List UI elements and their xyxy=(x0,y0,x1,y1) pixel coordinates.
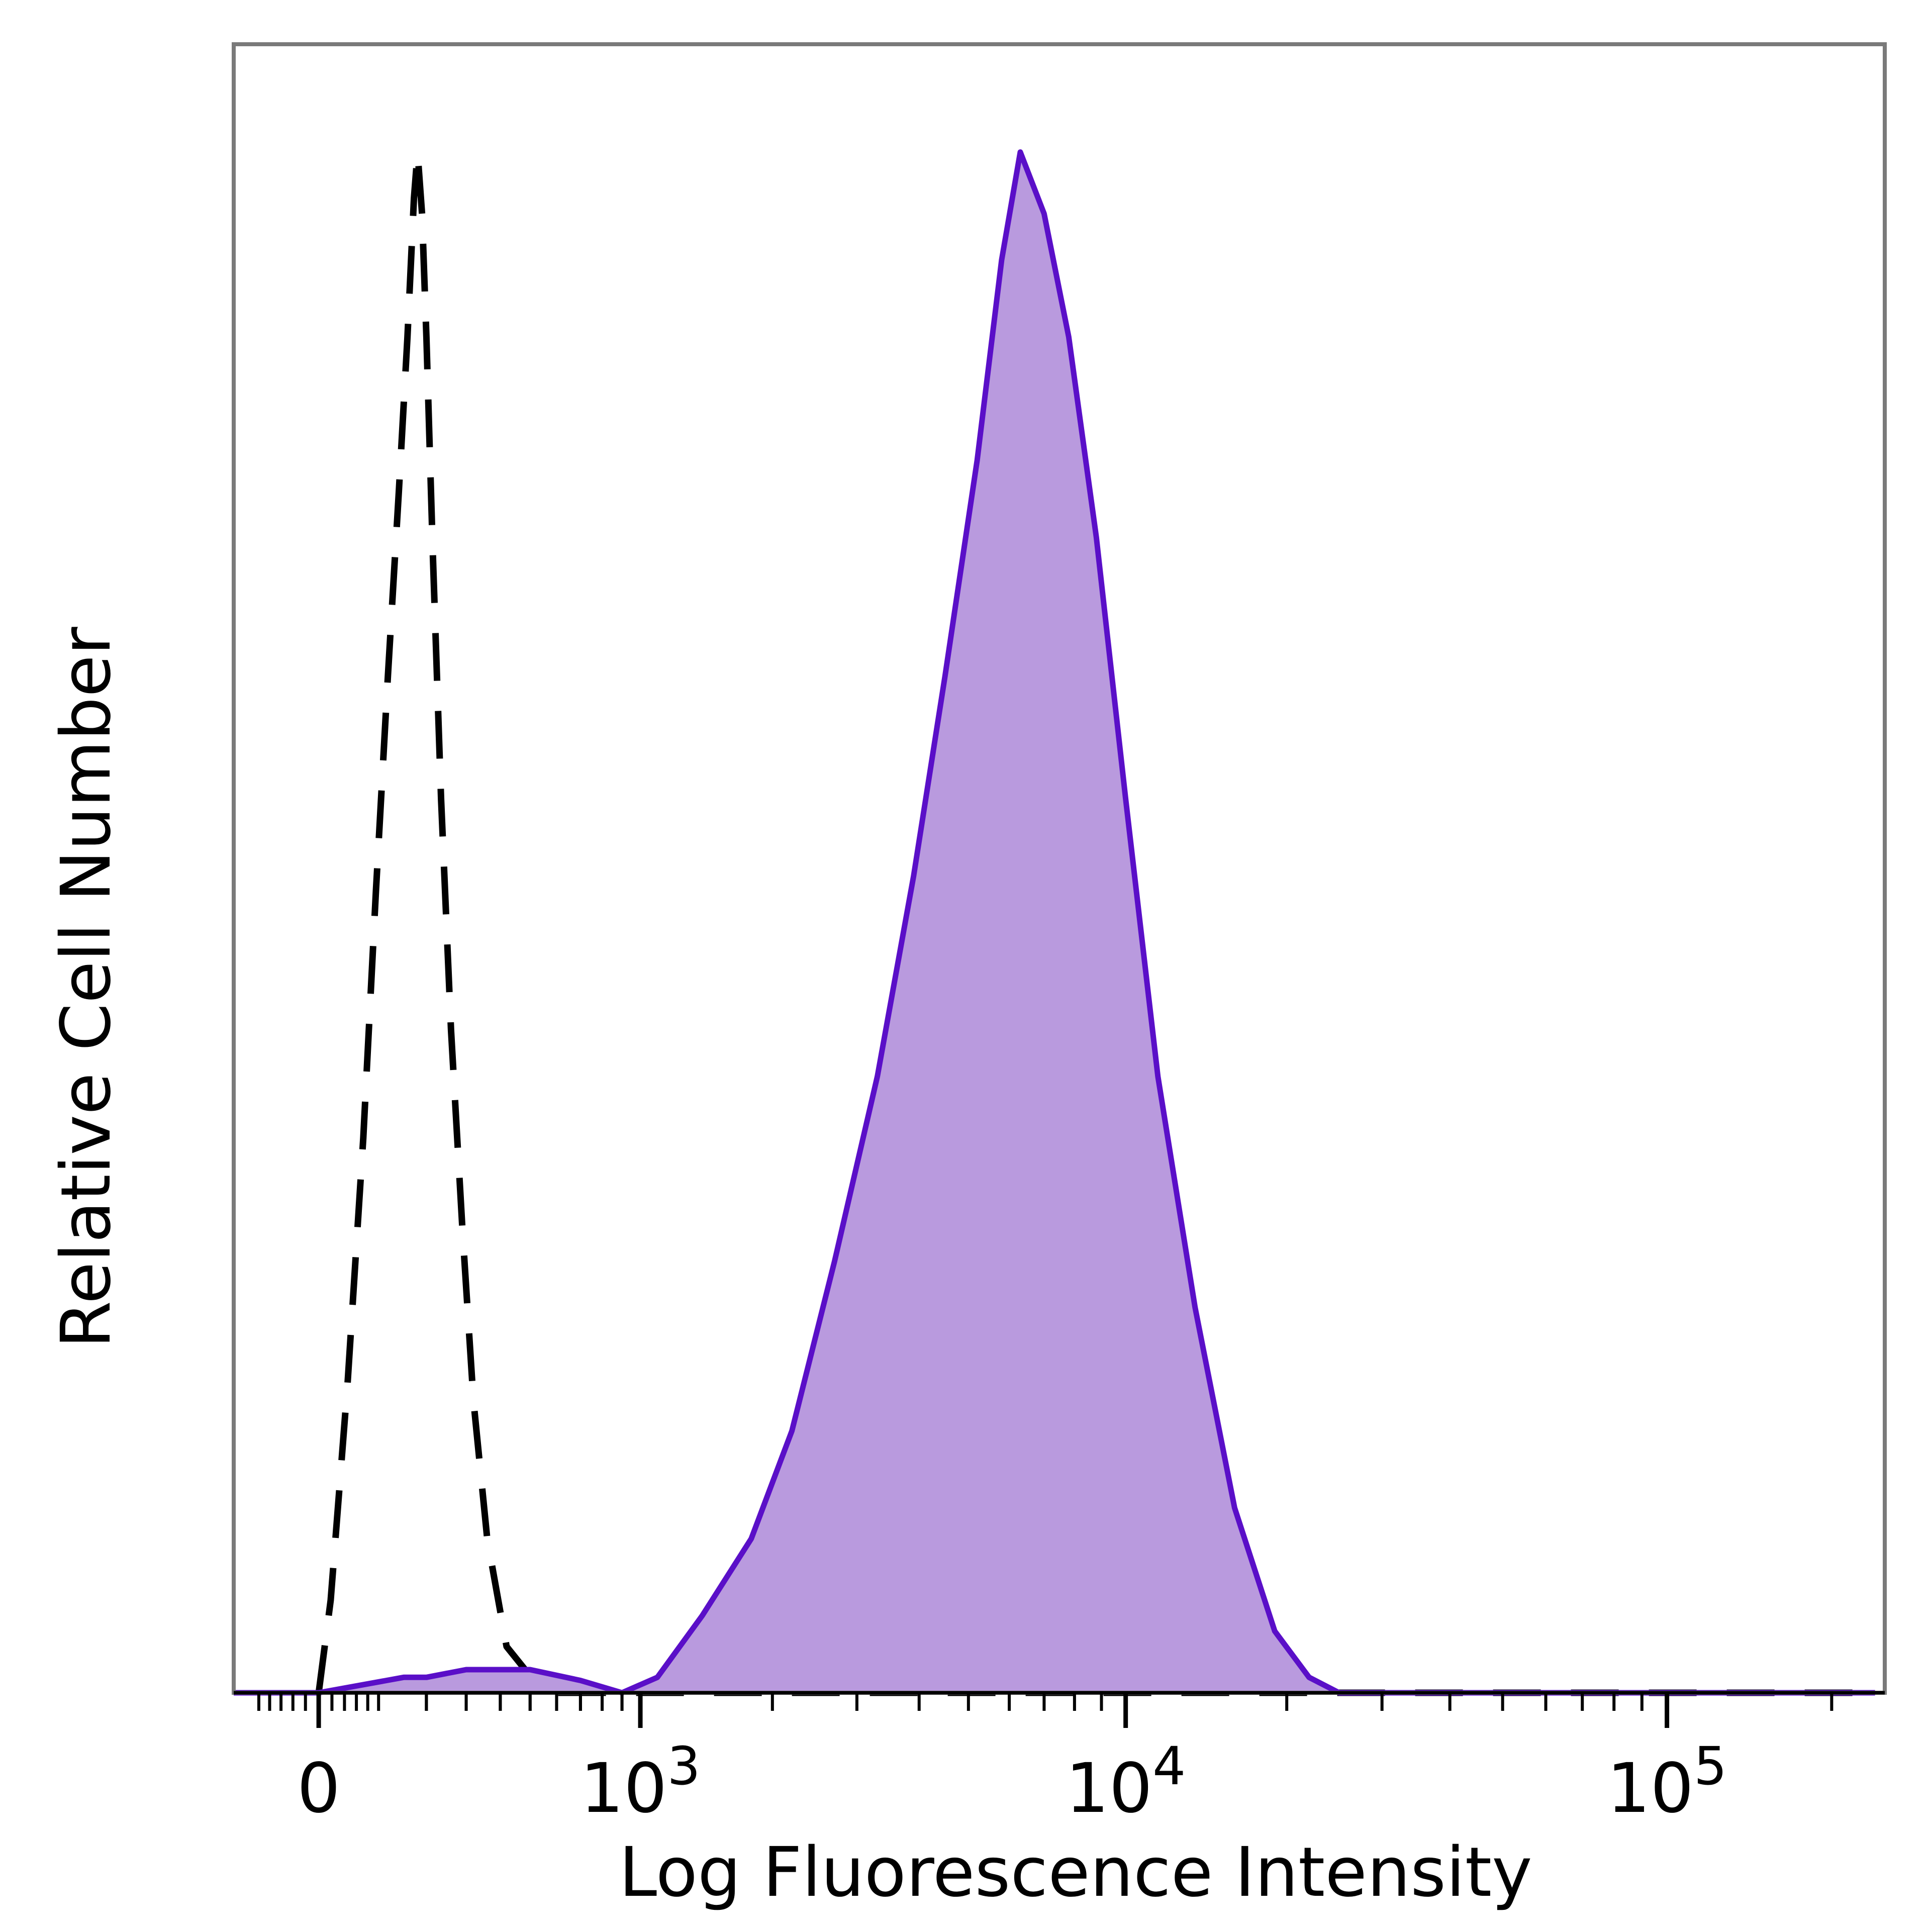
x-tick-label: 104 xyxy=(1066,1735,1186,1828)
y-axis-title: Relative Cell Number xyxy=(47,627,126,1348)
series-1-fill xyxy=(234,152,1875,1693)
series-1-line xyxy=(234,149,1875,1696)
x-tick-label: 103 xyxy=(580,1735,700,1828)
tick-label-layer: 0 103 104 105 xyxy=(297,1735,1727,1828)
x-tick-label: 0 xyxy=(297,1749,341,1828)
x-axis-title: Log Fluorescence Intensity xyxy=(619,1833,1532,1912)
series-layer xyxy=(234,149,1875,1696)
x-tick-label: 105 xyxy=(1607,1735,1727,1828)
tick-layer xyxy=(257,1693,1833,1728)
